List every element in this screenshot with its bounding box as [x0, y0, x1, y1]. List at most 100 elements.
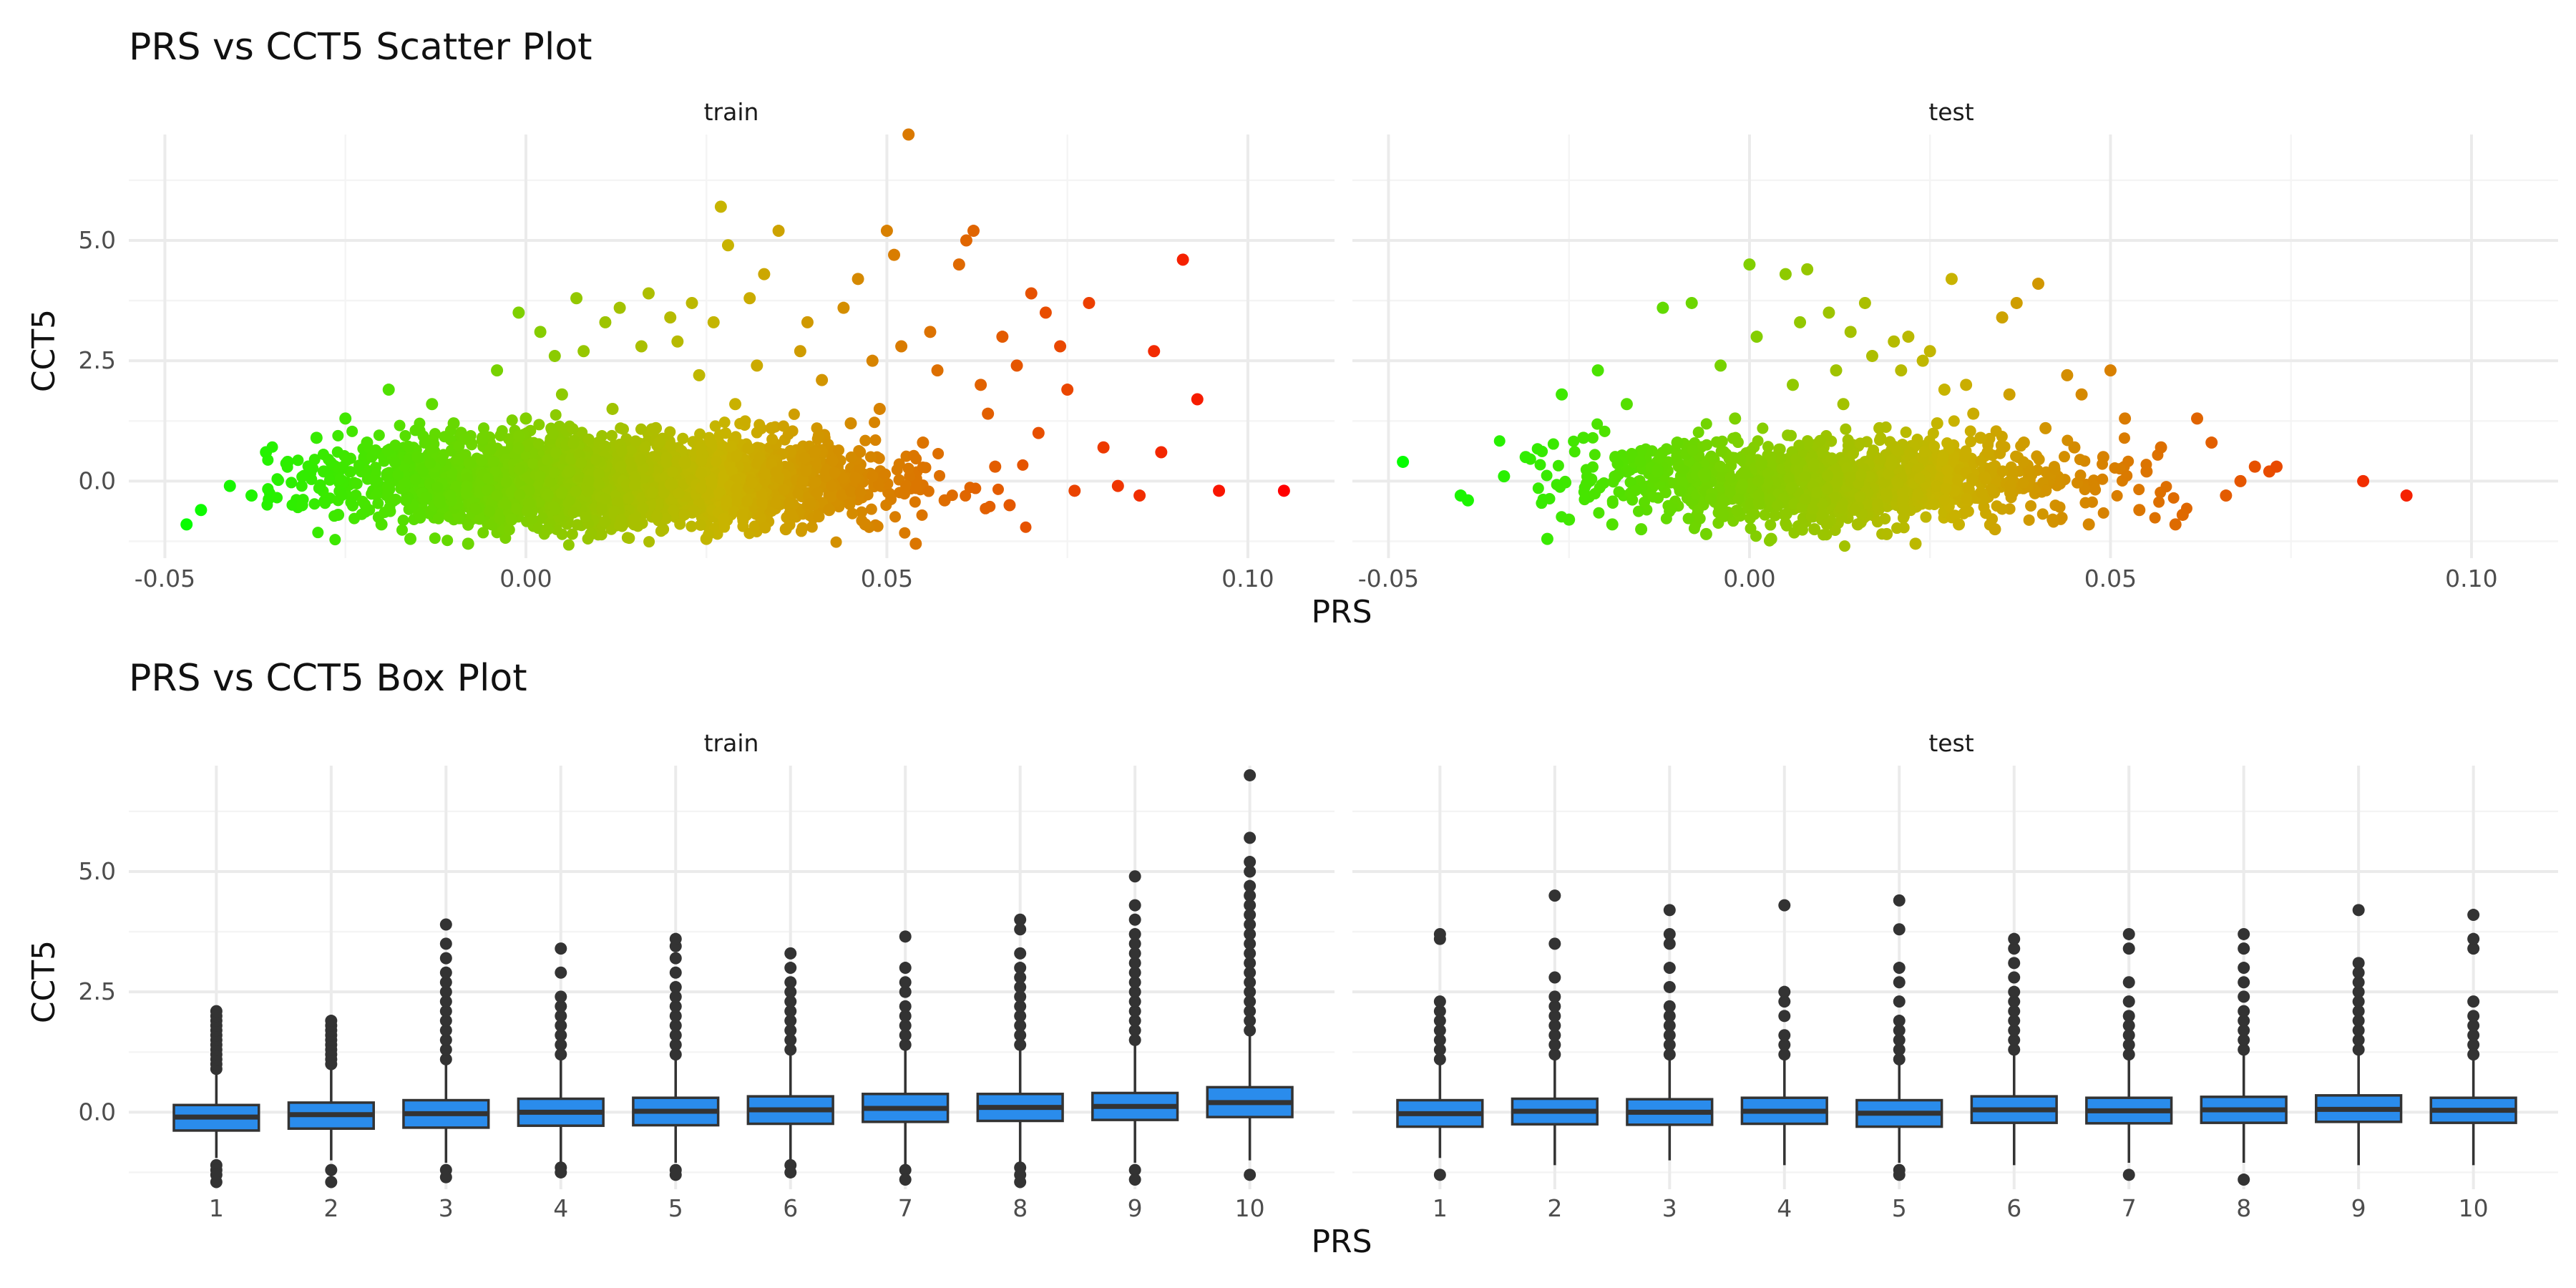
scatter-point [382, 384, 395, 396]
scatter-cloud-point [1897, 494, 1909, 506]
scatter-point [1083, 296, 1096, 309]
scatter-point [1931, 417, 1943, 430]
scatter-point [2191, 412, 2204, 425]
scatter-cloud-point [2111, 489, 2123, 502]
box-outlier [555, 1038, 567, 1051]
scatter-point [859, 518, 872, 531]
scatter-point [714, 200, 727, 213]
scatter-cloud-point [873, 452, 885, 464]
box-outlier [325, 1015, 338, 1028]
box-outlier [555, 1010, 567, 1023]
scatter-cloud-point [2049, 463, 2061, 475]
scatter-point [260, 446, 273, 459]
scatter-point [1967, 407, 1980, 420]
scatter-point [635, 340, 648, 353]
scatter-cloud-point [500, 476, 512, 488]
scatter-cloud-point [409, 474, 421, 486]
scatter-cloud-point [1960, 505, 1972, 517]
scatter-cloud-point [296, 480, 308, 492]
scatter-cloud-point [403, 453, 415, 465]
box-x-tick-label: 6 [783, 1194, 798, 1222]
scatter-cloud-point [1541, 469, 1553, 482]
scatter-cloud-point [1745, 445, 1757, 457]
scatter-cloud-point [414, 512, 426, 524]
scatter-point [880, 225, 893, 238]
scatter-cloud-point [864, 451, 877, 463]
scatter-cloud-point [688, 504, 700, 517]
scatter-cloud-point [308, 498, 321, 510]
scatter-cloud-point [562, 495, 575, 507]
scatter-chart-title: PRS vs CCT5 Scatter Plot [129, 26, 592, 69]
box-outlier [439, 918, 452, 931]
box-outlier [555, 942, 567, 955]
scatter-cloud-point [1594, 482, 1606, 494]
box-outlier [555, 966, 567, 979]
scatter-point [2061, 369, 2074, 381]
scatter-cloud-point [575, 457, 587, 469]
scatter-point [433, 494, 446, 507]
scatter-point [1714, 359, 1727, 372]
scatter-point [1895, 364, 1908, 377]
scatter-cloud-point [2160, 481, 2172, 493]
scatter-cloud-point [778, 484, 790, 496]
scatter-cloud-point [482, 472, 494, 484]
scatter-cloud-point [567, 437, 580, 449]
scatter-cloud-point [806, 521, 818, 533]
scatter-cloud-point [1820, 519, 1833, 531]
scatter-point [779, 523, 792, 536]
scatter-cloud-point [756, 488, 768, 500]
scatter-point [570, 292, 583, 305]
scatter-y-axis: 0.02.55.0 [79, 226, 116, 494]
scatter-cloud-point [1822, 469, 1834, 482]
scatter-cloud-point [599, 440, 611, 452]
scatter-cloud-point [1828, 491, 1840, 503]
scatter-cloud-point [431, 481, 444, 493]
scatter-cloud-point [477, 527, 489, 539]
scatter-point [1635, 523, 1648, 536]
scatter-cloud-point [696, 439, 708, 452]
scatter-cloud-point [667, 466, 679, 478]
scatter-cloud-point [1762, 441, 1774, 453]
scatter-cloud-point [637, 502, 649, 514]
scatter-cloud-point [847, 507, 859, 519]
scatter-cloud-point [1765, 451, 1777, 463]
scatter-cloud-point [1531, 443, 1543, 455]
scatter-point [1032, 426, 1045, 439]
scatter-cloud-point [1714, 460, 1727, 472]
scatter-point [2357, 474, 2370, 487]
scatter-point [1671, 436, 1684, 449]
scatter-cloud-point [1799, 471, 1811, 483]
scatter-cloud-point [513, 464, 525, 476]
scatter-cloud-point [1785, 482, 1797, 494]
scatter-cloud-point [796, 522, 809, 534]
scatter-cloud-point [521, 439, 533, 452]
scatter-cloud-point [606, 429, 618, 441]
scatter-point [1996, 311, 2009, 324]
scatter-cloud-point [533, 419, 545, 431]
scatter-cloud-point [718, 521, 731, 533]
scatter-cloud-point [461, 480, 473, 492]
box-9 [1091, 870, 1179, 1186]
scatter-cloud-point [1990, 425, 2002, 437]
scatter-cloud-point [1772, 499, 1784, 512]
scatter-point [1461, 494, 1474, 507]
box-x-tick-label: 7 [898, 1194, 913, 1222]
scatter-cloud-point [1739, 466, 1751, 478]
scatter-cloud-point [353, 459, 365, 472]
scatter-panel-train: -0.05 0.00 0.05 0.10 [129, 128, 1335, 592]
scatter-cloud-point [1874, 453, 1886, 465]
scatter-x-tick-label: 0.10 [1221, 565, 1274, 592]
scatter-point [693, 369, 706, 381]
scatter-cloud-point [1606, 495, 1619, 507]
scatter-cloud-point [615, 514, 627, 526]
scatter-point [960, 234, 972, 247]
box-outlier [1014, 990, 1027, 1003]
scatter-cloud-point [731, 450, 743, 462]
scatter-cloud-point [1717, 508, 1729, 520]
scatter-cloud-point [1731, 504, 1743, 517]
scatter-point [671, 335, 684, 348]
scatter-cloud-point [1717, 497, 1729, 509]
scatter-cloud-point [419, 436, 431, 449]
scatter-cloud-point [1948, 415, 1960, 427]
scatter-point [852, 273, 864, 286]
